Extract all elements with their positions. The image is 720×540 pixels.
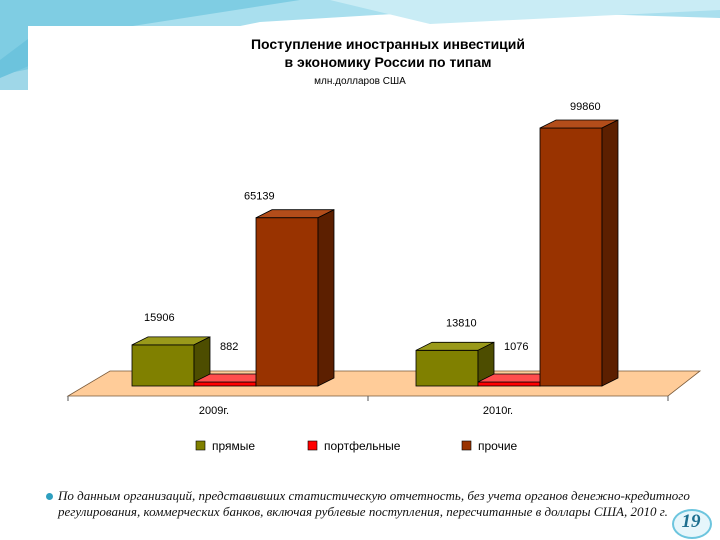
bar-front xyxy=(131,344,195,387)
page-number-badge xyxy=(672,509,712,539)
data-label-прочие-1: 99860 xyxy=(570,101,601,113)
chart-subtitle: млн.долларов США xyxy=(314,76,406,87)
legend-item-портфельные: портфельные xyxy=(307,439,401,453)
bar-side xyxy=(317,209,335,387)
bar-front xyxy=(255,217,319,387)
bar-front xyxy=(539,127,603,387)
data-labels-group: 15906 13810 882 1076 65139 99860 xyxy=(144,101,601,353)
bar-прочие-1 xyxy=(539,119,619,387)
legend-item-прямые: прямые xyxy=(195,439,255,453)
page-number: 19 xyxy=(681,511,701,532)
x-axis-ticks: 2009г. 2010г. xyxy=(199,405,513,417)
bars-group xyxy=(131,119,619,387)
legend-item-прочие: прочие xyxy=(461,439,518,453)
x-tick-label: 2010г. xyxy=(483,405,513,417)
bar-прямые-0 xyxy=(131,336,211,387)
data-label-портфельные-1: 1076 xyxy=(504,341,528,353)
data-label-прочие-0: 65139 xyxy=(244,191,275,203)
legend-swatch xyxy=(461,440,472,451)
legend: прямые портфельные прочие xyxy=(195,439,518,453)
bar-front xyxy=(193,381,257,387)
bar-chart: Поступление иностранных инвестиций в эко… xyxy=(66,36,702,453)
legend-swatch xyxy=(195,440,206,451)
bar-side xyxy=(601,119,619,387)
bar-front xyxy=(415,349,479,387)
legend-label: прямые xyxy=(212,439,255,453)
data-label-прямые-0: 15906 xyxy=(144,312,175,324)
legend-swatch xyxy=(307,440,318,451)
chart-title-line-2: в экономику России по типам xyxy=(284,54,491,70)
chart-title-line-1: Поступление иностранных инвестиций xyxy=(251,36,525,52)
footnote-text: По данным организаций, представивших ста… xyxy=(58,488,690,519)
legend-label: прочие xyxy=(478,439,518,453)
bar-front xyxy=(477,381,541,387)
x-tick-label: 2009г. xyxy=(199,405,229,417)
bullet-icon xyxy=(46,493,53,500)
data-label-портфельные-0: 882 xyxy=(220,341,238,353)
data-label-прямые-1: 13810 xyxy=(446,317,477,329)
legend-label: портфельные xyxy=(324,439,401,453)
bar-прочие-0 xyxy=(255,209,335,387)
